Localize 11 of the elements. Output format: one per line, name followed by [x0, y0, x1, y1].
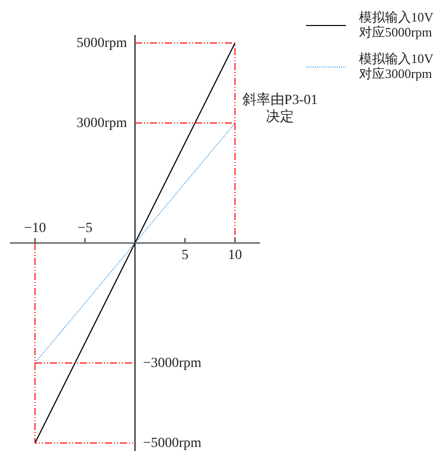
legend-label: 模拟输入10V 对应5000rpm [359, 10, 434, 40]
x2-tick-label: −5 [78, 221, 92, 236]
y2-tick-label: −5000rpm [143, 436, 202, 451]
annotation: 斜率由P3-01 决定 [242, 92, 318, 125]
x-tick-label: 10 [228, 248, 242, 263]
x2-tick-label: −10 [24, 221, 46, 236]
y2-tick-label: −3000rpm [143, 356, 202, 371]
y-tick-label: 5000rpm [76, 36, 128, 51]
y-tick-label: 3000rpm [76, 116, 128, 131]
legend-label: 模拟输入10V 对应3000rpm [359, 51, 434, 81]
x-tick-label: 5 [182, 248, 188, 263]
